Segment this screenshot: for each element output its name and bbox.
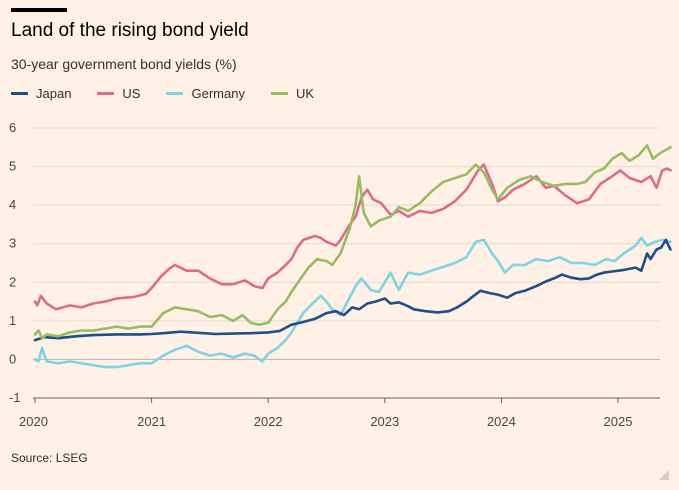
series-line-japan [33, 238, 672, 342]
y-tick-label-6: 0 [9, 351, 16, 366]
y-tick-label-0: 6 [9, 120, 16, 135]
x-tick-label-5: 2025 [604, 414, 633, 429]
legend-label-japan: Japan [36, 86, 72, 101]
resize-grip-icon [659, 470, 669, 480]
x-tick-label-0: 2020 [19, 414, 48, 429]
series-line-uk [33, 144, 672, 340]
series-line-germany [33, 236, 672, 369]
y-tick-label-7: -1 [9, 390, 21, 405]
series-line-us [33, 163, 672, 311]
header-accent-bar [11, 8, 67, 12]
legend-label-germany: Germany [191, 86, 245, 101]
x-tick-label-4: 2024 [487, 414, 516, 429]
legend-item-uk: UK [270, 86, 315, 101]
chart-subtitle: 30-year government bond yields (%) [11, 56, 237, 72]
x-tick-label-2: 2022 [254, 414, 283, 429]
source-note: Source: LSEG [11, 451, 88, 465]
y-tick-label-4: 2 [9, 274, 16, 289]
y-tick-label-3: 3 [9, 236, 16, 251]
x-tick-label-1: 2021 [137, 414, 166, 429]
chart-title: Land of the rising bond yield [11, 20, 249, 41]
legend-item-germany: Germany [166, 86, 245, 101]
legend-swatch-uk [270, 92, 288, 95]
legend-label-uk: UK [295, 86, 315, 101]
x-tick-label-3: 2023 [370, 414, 399, 429]
legend-item-us: US [97, 86, 140, 101]
legend-swatch-germany [166, 92, 184, 95]
legend-label-us: US [122, 86, 141, 101]
y-tick-label-5: 1 [9, 313, 16, 328]
chart-legend: Japan US Germany UK [11, 86, 314, 101]
y-tick-label-1: 5 [9, 159, 16, 174]
legend-item-japan: Japan [11, 86, 71, 101]
y-tick-label-2: 4 [9, 197, 16, 212]
legend-swatch-japan [11, 92, 28, 95]
legend-swatch-us [97, 92, 115, 95]
